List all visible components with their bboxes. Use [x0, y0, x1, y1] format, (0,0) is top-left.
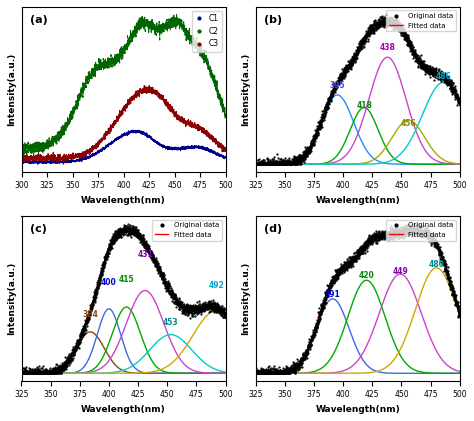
X-axis label: Wavelength(nm): Wavelength(nm) — [315, 405, 400, 414]
Text: 418: 418 — [356, 101, 372, 110]
Text: 492: 492 — [208, 281, 224, 290]
Text: (b): (b) — [264, 15, 282, 25]
Text: (a): (a) — [30, 15, 47, 25]
Text: 480: 480 — [428, 260, 444, 269]
Text: 395: 395 — [329, 81, 345, 90]
Legend: C1, C2, C3: C1, C2, C3 — [191, 11, 222, 51]
Text: 420: 420 — [359, 271, 374, 280]
X-axis label: Wavelength(nm): Wavelength(nm) — [315, 196, 400, 205]
Text: 400: 400 — [101, 278, 117, 288]
Text: (c): (c) — [30, 224, 46, 234]
Text: 449: 449 — [392, 267, 408, 276]
Text: 384: 384 — [82, 310, 98, 319]
Text: 431: 431 — [137, 250, 153, 258]
Y-axis label: Intensity(a.u.): Intensity(a.u.) — [7, 53, 16, 126]
X-axis label: Wavelength(nm): Wavelength(nm) — [81, 405, 166, 414]
Text: 456: 456 — [401, 119, 416, 128]
Text: (d): (d) — [264, 224, 282, 234]
Legend: Original data, Fitted data: Original data, Fitted data — [152, 219, 222, 240]
X-axis label: Wavelength(nm): Wavelength(nm) — [81, 196, 166, 205]
Y-axis label: Intensity(a.u.): Intensity(a.u.) — [241, 53, 250, 126]
Text: 415: 415 — [118, 275, 134, 285]
Text: 438: 438 — [380, 43, 395, 52]
Text: 453: 453 — [163, 318, 179, 328]
Text: 391: 391 — [325, 290, 340, 299]
Y-axis label: Intensity(a.u.): Intensity(a.u.) — [241, 262, 250, 335]
Y-axis label: Intensity(a.u.): Intensity(a.u.) — [7, 262, 16, 335]
Legend: Original data, Fitted data: Original data, Fitted data — [386, 219, 456, 240]
Legend: Original data, Fitted data: Original data, Fitted data — [386, 11, 456, 32]
Text: 486: 486 — [436, 72, 451, 81]
